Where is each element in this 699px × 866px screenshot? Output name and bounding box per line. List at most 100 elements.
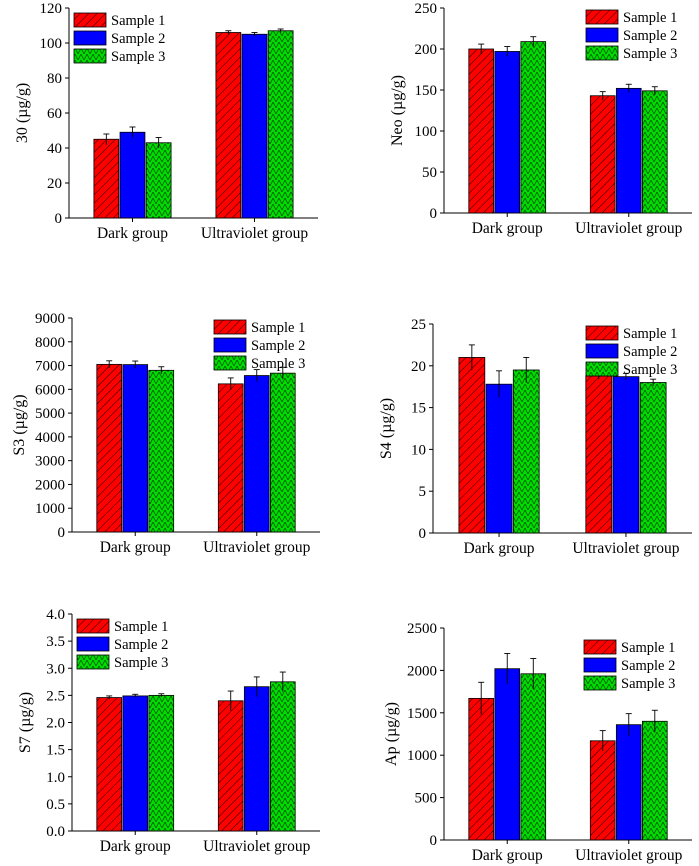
- y-tick-label: 9000: [35, 311, 65, 327]
- legend-swatch-3: [585, 361, 619, 377]
- bar-3-1: [520, 673, 547, 841]
- legend-label-1: Sample 1: [623, 10, 677, 26]
- y-tick-label: 80: [47, 71, 62, 87]
- bar-2-2: [243, 375, 270, 533]
- bar-1-1: [458, 357, 486, 534]
- legend-swatch-2: [213, 337, 247, 353]
- y-tick-label: 5: [419, 484, 427, 500]
- legend-label-1: Sample 1: [111, 13, 165, 29]
- chart-panel-5: 0.0 0.5 1.0 1.5 2.0 2.5 3.0 3.5 4.0 S7 (µg/g) Dark…: [17, 607, 320, 855]
- legend-swatch-3: [76, 654, 110, 670]
- y-tick-label: 1.5: [46, 743, 65, 759]
- x-tick-label: Dark group: [100, 838, 171, 855]
- x-tick-label: Ultraviolet group: [203, 838, 310, 855]
- x-tick-label: Dark group: [472, 220, 543, 237]
- chart-panel-2: 0 50 100 150 200 250 Neo (µg/g) Dark group Ultra…: [389, 1, 692, 237]
- bar-3-1: [145, 142, 172, 219]
- legend-swatch-2: [583, 657, 617, 673]
- legend-swatch-1: [585, 325, 619, 341]
- y-tick-label: 6000: [35, 382, 65, 398]
- y-axis-label: S4 (µg/g): [378, 398, 395, 459]
- legend-label-3: Sample 3: [251, 356, 305, 372]
- y-tick-label: 2000: [35, 477, 65, 493]
- chart-panel-4: 0 5 10 15 20 25 S4 (µg/g) Dark group Ultraviolet…: [378, 317, 692, 557]
- legend-label-2: Sample 2: [111, 31, 165, 47]
- x-tick-label: Dark group: [97, 225, 168, 242]
- legend-swatch-1: [213, 319, 247, 335]
- bar-2-2: [243, 686, 270, 832]
- bar-1-2: [589, 95, 616, 214]
- y-tick-label: 2.0: [46, 716, 65, 732]
- x-tick-label: Ultraviolet group: [203, 539, 310, 556]
- chart-panel-3: 0 1000 2000 3000 4000 5000 6000 7000 8000 9000 S3 …: [11, 311, 320, 556]
- y-tick-label: 0.0: [46, 824, 65, 840]
- chart-panel-6: 0 500 1000 1500 2000 2500 Ap (µg/g) Dark group U…: [383, 621, 692, 864]
- y-tick-label: 0: [58, 525, 66, 541]
- bar-3-2: [642, 90, 668, 214]
- y-tick-label: 4000: [35, 430, 65, 446]
- legend-swatch-1: [73, 12, 107, 28]
- legend-label-3: Sample 3: [114, 655, 168, 671]
- y-tick-label: 2.5: [46, 688, 65, 704]
- bar-1-1: [468, 697, 494, 841]
- legend-label-2: Sample 2: [114, 637, 168, 653]
- bar-2-1: [485, 383, 513, 534]
- bar-1-2: [589, 740, 616, 841]
- y-tick-label: 120: [40, 1, 63, 17]
- bar-1-2: [217, 383, 244, 533]
- bar-2-1: [122, 364, 149, 533]
- x-tick-label: Dark group: [464, 540, 535, 557]
- y-tick-label: 3.0: [46, 661, 65, 677]
- legend-swatch-3: [73, 48, 107, 64]
- y-tick-label: 0: [430, 833, 438, 849]
- bar-3-2: [267, 30, 294, 219]
- y-tick-label: 20: [411, 359, 426, 375]
- y-tick-label: 3.5: [46, 634, 65, 650]
- y-tick-label: 50: [422, 165, 437, 181]
- legend-swatch-1: [585, 9, 619, 25]
- bar-2-1: [119, 131, 146, 219]
- legend-label-1: Sample 1: [623, 326, 677, 342]
- x-tick-label: Ultraviolet group: [575, 847, 682, 864]
- y-tick-label: 2500: [407, 621, 437, 637]
- bar-3-2: [269, 372, 296, 533]
- y-axis-label: Neo (µg/g): [389, 75, 406, 146]
- y-tick-label: 4.0: [46, 607, 65, 623]
- legend-label-2: Sample 2: [623, 344, 677, 360]
- y-tick-label: 200: [415, 42, 438, 58]
- x-tick-label: Dark group: [100, 539, 171, 556]
- bar-3-1: [520, 41, 547, 214]
- legend-label-2: Sample 2: [621, 658, 675, 674]
- x-tick-label: Ultraviolet group: [201, 225, 308, 242]
- y-axis-label: Ap (µg/g): [383, 702, 400, 766]
- y-tick-label: 1000: [407, 748, 437, 764]
- bar-3-2: [642, 720, 668, 841]
- y-tick-label: 2000: [407, 663, 437, 679]
- bar-1-2: [217, 700, 244, 832]
- legend-swatch-3: [583, 675, 617, 691]
- legend-swatch-2: [76, 636, 110, 652]
- legend-swatch-2: [585, 343, 619, 359]
- y-tick-label: 0: [55, 211, 63, 227]
- y-tick-label: 25: [411, 317, 426, 333]
- y-tick-label: 1.0: [46, 770, 65, 786]
- y-tick-label: 5000: [35, 406, 65, 422]
- legend-label-1: Sample 1: [251, 320, 305, 336]
- y-tick-label: 20: [47, 176, 62, 192]
- bar-2-1: [494, 51, 521, 214]
- x-tick-label: Ultraviolet group: [572, 540, 679, 557]
- y-tick-label: 100: [40, 36, 63, 52]
- legend-label-3: Sample 3: [621, 676, 675, 692]
- legend-swatch-1: [76, 618, 110, 634]
- bar-3-1: [512, 369, 540, 534]
- bar-1-1: [96, 363, 123, 533]
- legend-swatch-2: [585, 27, 619, 43]
- bar-2-1: [122, 695, 149, 832]
- bar-2-1: [494, 668, 521, 841]
- x-tick-label: Ultraviolet group: [575, 220, 682, 237]
- y-tick-label: 500: [415, 791, 438, 807]
- y-tick-label: 250: [415, 1, 438, 17]
- y-tick-label: 3000: [35, 454, 65, 470]
- y-tick-label: 8000: [35, 335, 65, 351]
